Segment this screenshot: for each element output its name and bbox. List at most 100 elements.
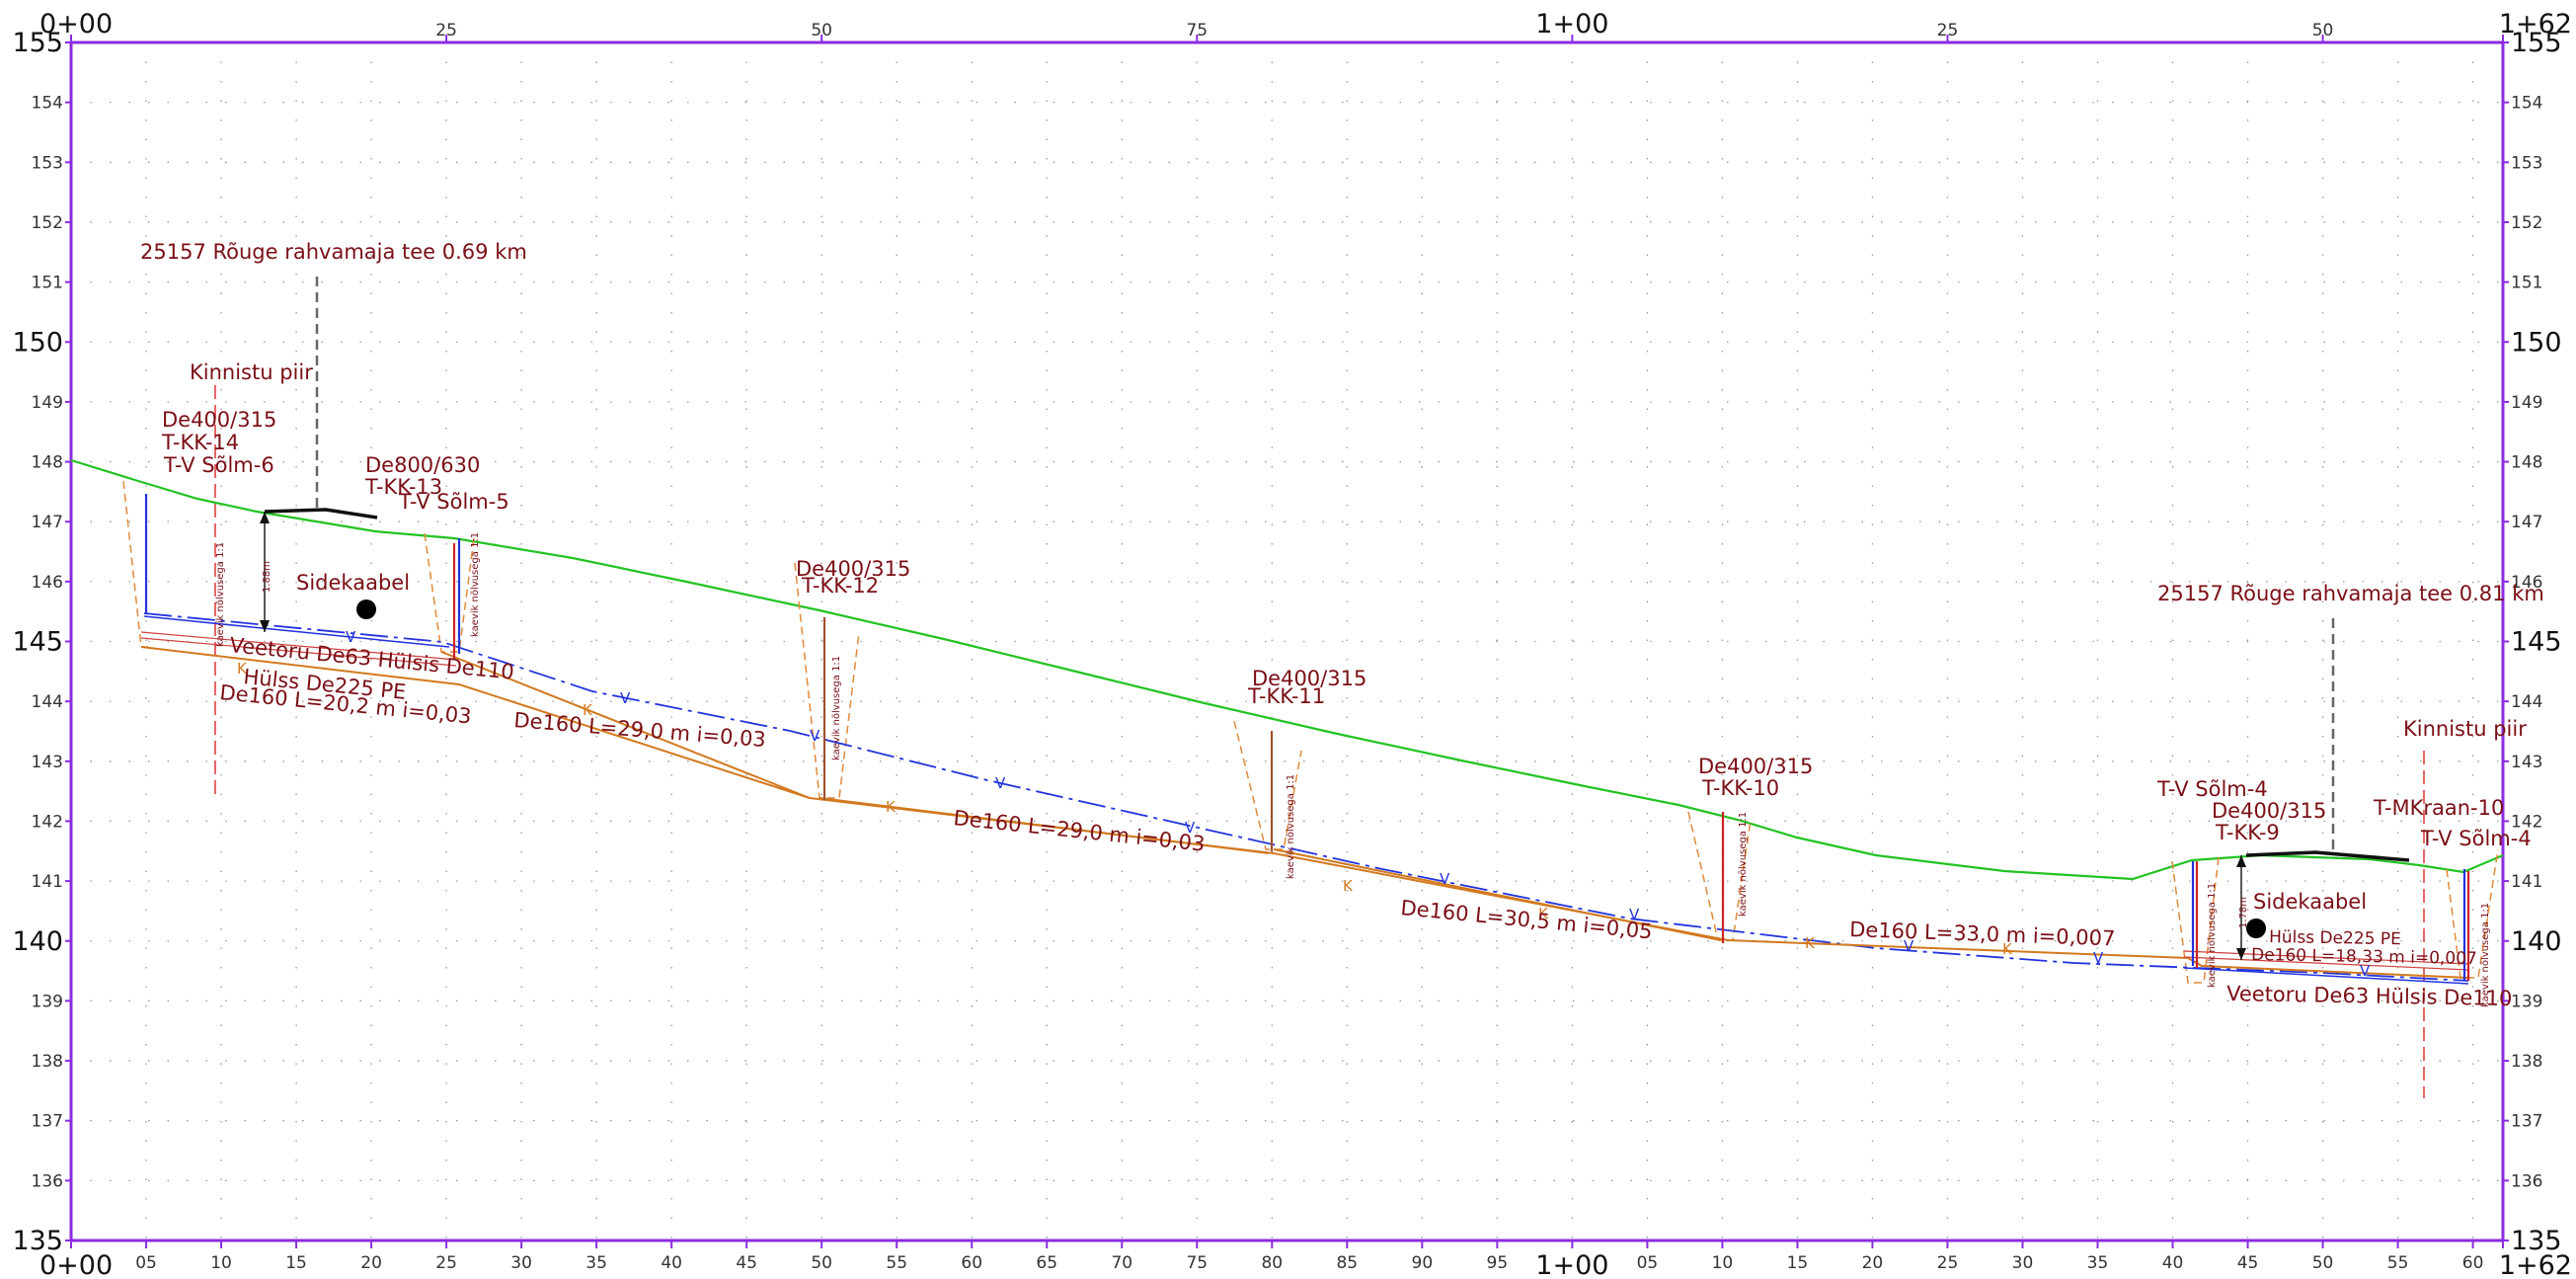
- sewer-pipe-line-3: [819, 797, 1270, 854]
- elevation-tick-label: 152: [32, 213, 63, 233]
- svg-text:K: K: [2002, 940, 2013, 958]
- elevation-tick-label: 135: [12, 1226, 63, 1256]
- elevation-tick-label: 143: [32, 753, 63, 772]
- well-kk13-size: De800/630: [365, 453, 480, 477]
- chainage-tick-label: 60: [2462, 1253, 2484, 1273]
- elevation-tick-label: 145: [2511, 627, 2562, 658]
- well-kk11-id: T-KK-11: [1247, 684, 1325, 708]
- svg-text:V: V: [995, 774, 1006, 792]
- water-markers: V V V V V V V V V V: [346, 628, 2371, 980]
- elevation-tick-label: 142: [2511, 812, 2542, 832]
- water-pipe-sleeve-left: [143, 615, 450, 648]
- elevation-tick-label: 139: [32, 992, 63, 1011]
- elevation-tick-label: 155: [2511, 28, 2562, 58]
- svg-text:kaevik nõlvusega 1:1: kaevik nõlvusega 1:1: [2207, 883, 2218, 988]
- svg-text:V: V: [1629, 906, 1640, 923]
- svg-text:V: V: [1185, 819, 1196, 837]
- chainage-tick-label: 35: [585, 1253, 607, 1273]
- chainage-tick-label: 10: [210, 1253, 232, 1273]
- svg-text:K: K: [237, 660, 248, 678]
- ground-surface-line: [70, 458, 2504, 881]
- elevation-tick-label: 148: [2511, 453, 2542, 473]
- chainage-tick-label: 15: [1787, 1253, 1809, 1273]
- svg-text:K: K: [1805, 934, 1816, 952]
- svg-text:V: V: [1440, 870, 1450, 888]
- road-surface-right: [2245, 850, 2410, 862]
- chainage-tick-label: 75: [1186, 21, 1208, 40]
- elevation-tick-label: 142: [32, 812, 63, 832]
- svg-text:kaevik nõlvusega 1:1: kaevik nõlvusega 1:1: [2480, 903, 2491, 1007]
- elevation-tick-label: 139: [2511, 992, 2542, 1011]
- annotation-labels: 25157 Rõuge rahvamaja tee 0.69 km 25157 …: [140, 240, 2544, 1010]
- elevation-tick-label: 136: [2511, 1171, 2542, 1191]
- chainage-tick-label: 15: [285, 1253, 307, 1273]
- svg-text:K: K: [583, 701, 593, 719]
- node-sv4b: T-V Sõlm-4: [2420, 827, 2532, 850]
- well-kk9-id: T-KK-9: [2215, 821, 2280, 844]
- chainage-tick-label: 30: [2012, 1253, 2034, 1273]
- road-label-right: 25157 Rõuge rahvamaja tee 0.81 km: [2157, 582, 2544, 605]
- elevation-tick-label: 146: [32, 573, 63, 593]
- well-kk12-size: De400/315: [796, 557, 910, 581]
- elevation-tick-label: 144: [32, 692, 63, 712]
- chainage-tick-label: 35: [2087, 1253, 2109, 1273]
- chainage-tick-label: 90: [1412, 1253, 1434, 1273]
- segment-label-3: De160 L=29,0 m i=0,03: [952, 806, 1206, 856]
- chainage-tick-label: 25: [435, 21, 457, 40]
- chainage-tick-label: 1+62: [2499, 1250, 2572, 1279]
- svg-text:kaevik nõlvusega 1:1: kaevik nõlvusega 1:1: [831, 656, 842, 760]
- elevation-tick-label: 145: [12, 627, 63, 658]
- sleeve-label-right: Hülss De225 PE: [2269, 927, 2401, 949]
- sewer-pipe-line: [140, 646, 2469, 979]
- node-sv4a: T-V Sõlm-4: [2156, 777, 2268, 801]
- sewer-pipe-line-2: [440, 651, 811, 799]
- chainage-tick-label: 55: [886, 1253, 907, 1273]
- elevation-tick-label: 151: [32, 274, 63, 293]
- svg-text:V: V: [2093, 949, 2104, 967]
- elevation-tick-label: 150: [12, 327, 63, 358]
- chainage-tick-label: 70: [1111, 1253, 1132, 1273]
- chainage-tick-label: 40: [2162, 1253, 2184, 1273]
- elevation-tick-label: 147: [32, 513, 63, 532]
- elevation-tick-label: 151: [2511, 274, 2542, 293]
- well-kk13-id: T-KK-13: [364, 475, 442, 499]
- svg-text:V: V: [346, 628, 356, 646]
- chainage-tick-label: 45: [2237, 1253, 2259, 1273]
- road-surface-left: [264, 508, 378, 520]
- chainage-tick-label: 40: [661, 1253, 682, 1273]
- chainage-tick-label: 80: [1261, 1253, 1283, 1273]
- svg-text:kaevik nõlvusega 1:1: kaevik nõlvusega 1:1: [1738, 812, 1749, 917]
- chainage-tick-label: 0+00: [39, 1250, 113, 1279]
- grid: [71, 42, 2503, 1240]
- elevation-tick-label: 138: [32, 1052, 63, 1072]
- elevation-axis-left: 155 154 153 152 151 150 149 148 147 146 145 144 143 1…: [12, 28, 71, 1256]
- elevation-tick-label: 141: [2511, 872, 2542, 892]
- chainage-tick-label: 60: [961, 1253, 982, 1273]
- depth-dimension-left: 1.88m: [260, 512, 273, 632]
- svg-text:V: V: [1904, 937, 1914, 955]
- elevation-tick-label: 149: [32, 393, 63, 413]
- svg-text:V: V: [810, 727, 820, 745]
- elevation-tick-label: 146: [2511, 573, 2542, 593]
- chainage-axis-top: 0+00 25 50 75 1+00 25 50 1+62: [39, 9, 2572, 42]
- well-kk11-size: De400/315: [1252, 667, 1366, 690]
- chainage-tick-label: 95: [1487, 1253, 1509, 1273]
- depth-dimension-right: 1.78m: [2236, 855, 2249, 960]
- chainage-tick-label: 50: [811, 1253, 832, 1273]
- elevation-tick-label: 137: [2511, 1112, 2542, 1132]
- boundary-label-left: Kinnistu piir: [190, 360, 313, 384]
- road-label-left: 25157 Rõuge rahvamaja tee 0.69 km: [140, 240, 527, 264]
- elevation-tick-label: 136: [32, 1171, 63, 1191]
- svg-text:kaevik nõlvusega 1:1: kaevik nõlvusega 1:1: [215, 542, 226, 647]
- segment-label-6: De160 L=18,33 m i=0,007: [2251, 945, 2477, 969]
- chainage-tick-label: 25: [435, 1253, 457, 1273]
- chainage-tick-label: 25: [1937, 1253, 1959, 1273]
- elevation-tick-label: 153: [2511, 153, 2542, 173]
- elevation-tick-label: 141: [32, 872, 63, 892]
- depth-label-right: 1.78m: [2238, 897, 2249, 928]
- chainage-tick-label: 20: [360, 1253, 382, 1273]
- svg-text:V: V: [2360, 962, 2371, 980]
- chainage-axis-bottom: 0+00 05 10 15 20 25 30 35 40 45 50 55 60 65 70 75 80 85 90…: [39, 1240, 2572, 1279]
- elevation-tick-label: 140: [12, 926, 63, 957]
- trench-outlines: [122, 480, 2499, 984]
